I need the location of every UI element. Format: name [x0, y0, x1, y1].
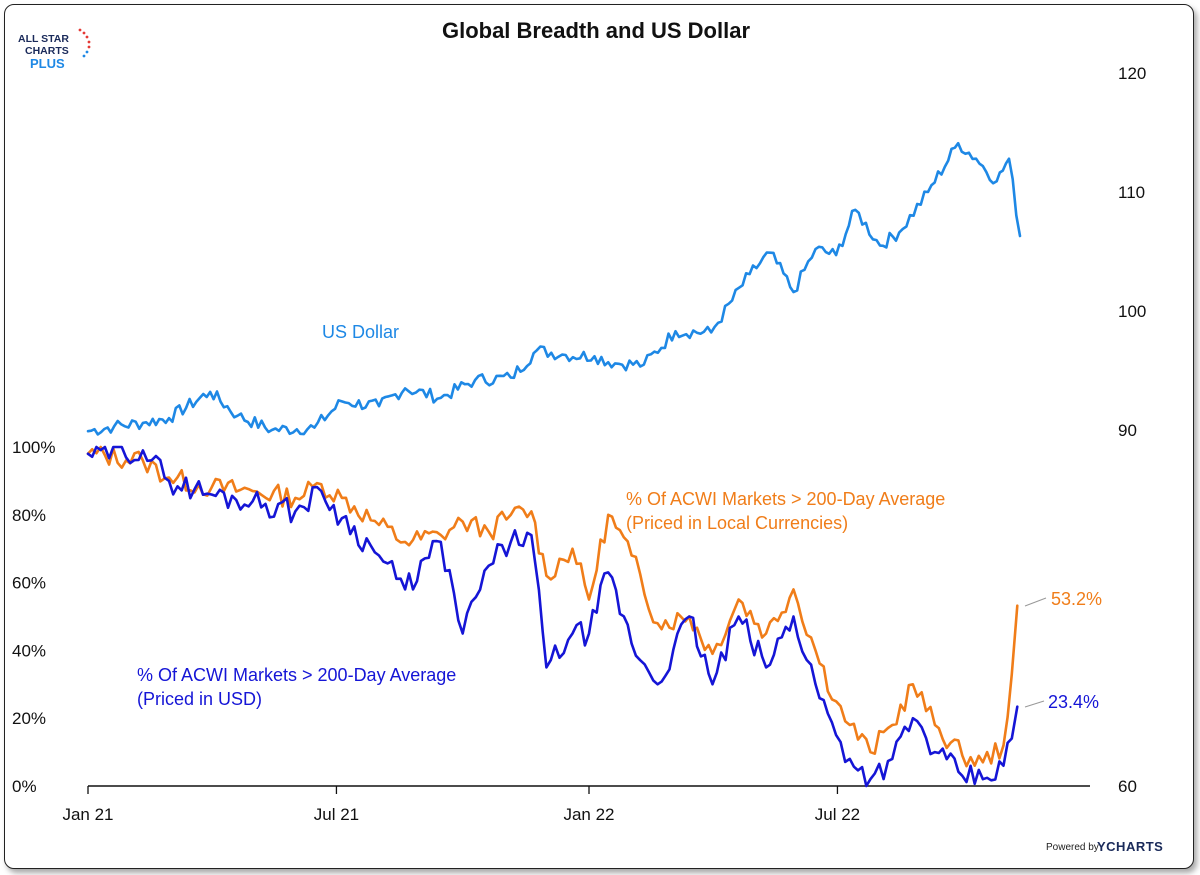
usd-priced-label-line2: (Priced in USD): [137, 689, 262, 709]
x-tick-label: Jan 22: [563, 805, 614, 824]
y-left-tick-label: 60%: [12, 574, 46, 593]
local-currency-label-line1: % Of ACWI Markets > 200-Day Average: [626, 489, 945, 509]
usd-priced-last-value: 23.4%: [1048, 692, 1099, 712]
ycharts-logo: YCHARTS: [1097, 839, 1163, 854]
allstar-logo: ALL STAR CHARTS PLUS: [18, 28, 91, 71]
logo-stars-icon: [78, 28, 91, 58]
y-left-axis-ticks: 0% 20% 40% 60% 80% 100%: [12, 438, 55, 796]
x-axis-ticks: Jan 21 Jul 21 Jan 22 Jul 22: [62, 786, 860, 824]
local-last-value: 53.2%: [1051, 589, 1102, 609]
local-leader-line: [1024, 597, 1047, 607]
logo-line1: ALL STAR: [18, 33, 69, 45]
y-right-tick-label: 110: [1118, 183, 1145, 202]
x-tick-label: Jul 22: [815, 805, 860, 824]
y-right-tick-label: 90: [1118, 421, 1137, 440]
y-left-tick-label: 40%: [12, 641, 46, 660]
y-left-tick-label: 0%: [12, 777, 37, 796]
powered-by-text: Powered by: [1046, 842, 1099, 853]
usd-leader-line: [1024, 700, 1045, 708]
acwi-local-currency-line: [86, 445, 1019, 768]
y-right-tick-label: 120: [1118, 64, 1146, 83]
usd-priced-label-line1: % Of ACWI Markets > 200-Day Average: [137, 665, 456, 685]
logo-line3: PLUS: [30, 56, 65, 71]
x-tick-label: Jan 21: [62, 805, 113, 824]
chart-title: Global Breadth and US Dollar: [442, 18, 750, 43]
y-right-tick-label: 60: [1118, 777, 1137, 796]
x-tick-label: Jul 21: [314, 805, 359, 824]
y-right-tick-label: 100: [1118, 302, 1146, 321]
local-currency-label-line2: (Priced in Local Currencies): [626, 513, 848, 533]
logo-line2: CHARTS: [25, 45, 69, 57]
us-dollar-line: [86, 141, 1022, 436]
series-layer: [86, 141, 1022, 788]
y-left-tick-label: 80%: [12, 506, 46, 525]
chart-frame: [4, 4, 1194, 869]
y-left-tick-label: 20%: [12, 709, 46, 728]
y-right-axis-ticks: 60 90 100 110 120: [1118, 64, 1146, 796]
y-left-tick-label: 100%: [12, 438, 55, 457]
acwi-usd-line: [86, 445, 1019, 788]
us-dollar-label: US Dollar: [322, 322, 399, 342]
